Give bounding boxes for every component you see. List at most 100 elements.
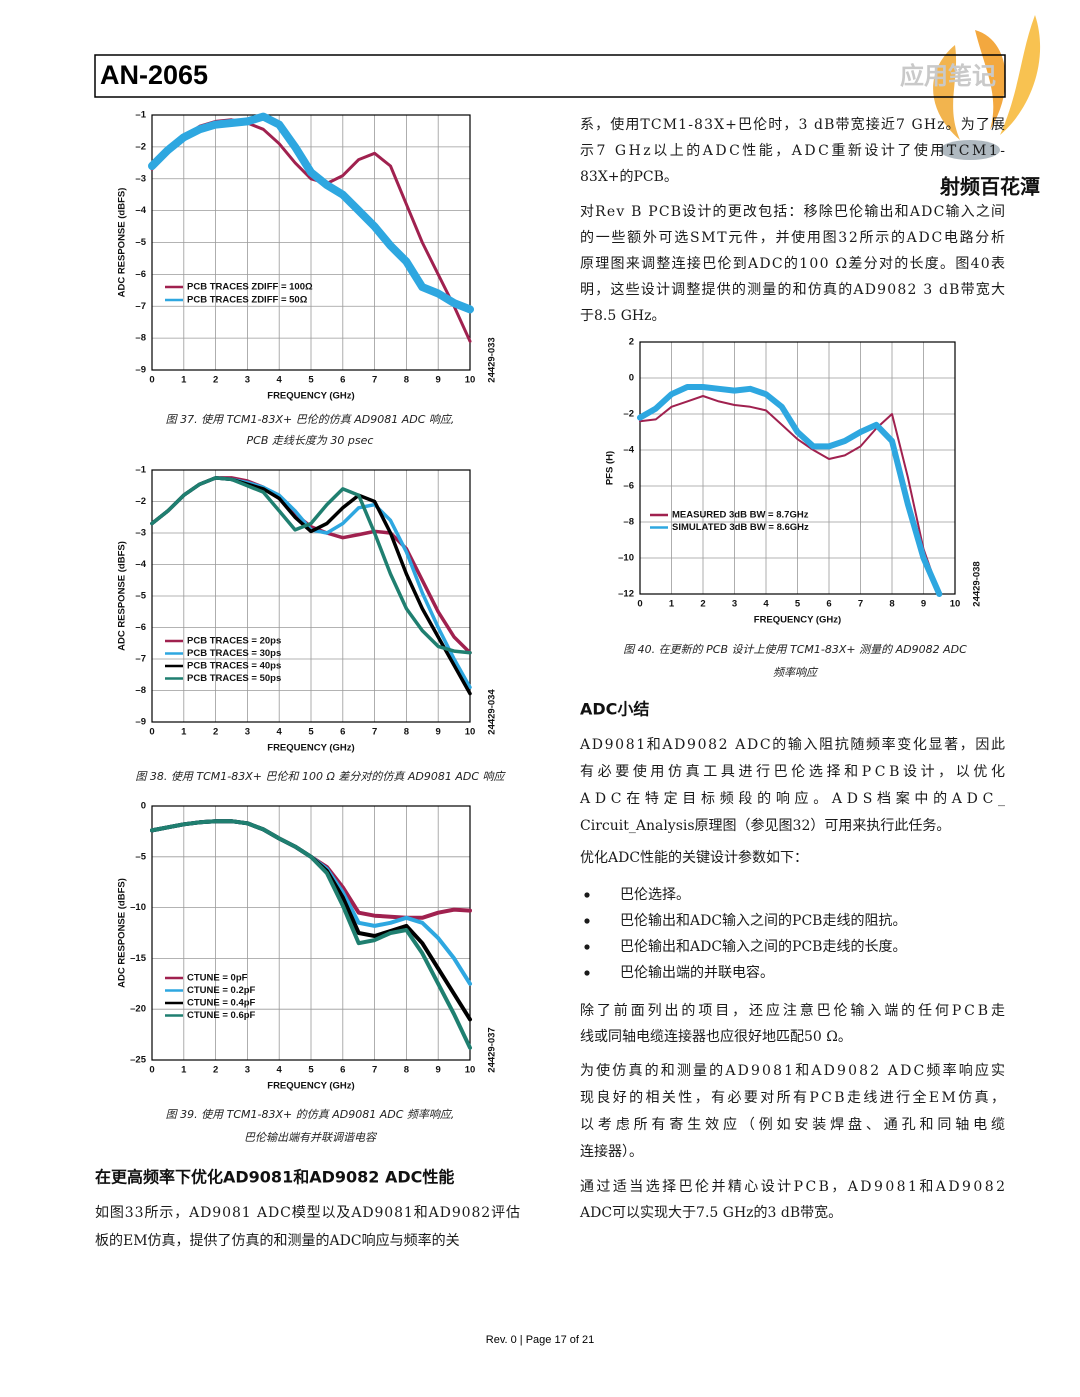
figure-code: 24429-037 xyxy=(487,1027,498,1072)
bullet-dot xyxy=(584,918,590,924)
paragraph-line: 于8.5 GHz。 xyxy=(580,308,665,324)
legend-label: PCB TRACES = 30ps xyxy=(187,648,281,659)
legend-label: SIMULATED 3dB BW = 8.6GHz xyxy=(672,522,809,533)
x-tick-label: 3 xyxy=(245,1065,250,1076)
x-tick-label: 5 xyxy=(308,1065,314,1076)
y-tick-label: –6 xyxy=(135,269,146,280)
section-heading: ADC小结 xyxy=(580,700,649,719)
bullet-dot xyxy=(584,892,590,898)
y-tick-label: –15 xyxy=(130,953,147,964)
chart: –1 –2 –3 –4 –5 –6 –7 –8 –90 1 2 3 4 5 6 7 8 9 10 FREQUENCY … xyxy=(117,110,498,447)
x-tick-label: 1 xyxy=(181,1065,187,1076)
figure-caption: 图 37. 使用 TCM1-83X+ 巴伦的仿真 AD9081 ADC 响应, xyxy=(166,413,455,426)
figure-caption: 频率响应 xyxy=(773,666,819,679)
y-tick-label: –3 xyxy=(135,528,146,539)
y-tick-label: –8 xyxy=(623,517,634,528)
paragraph-line: 板的EM仿真，提供了仿真的和测量的ADC响应与频率的关 xyxy=(95,1232,460,1249)
paragraph-line: 以考虑所有寄生效应（例如安装焊盘、通孔和同轴电缆 xyxy=(580,1116,1005,1133)
x-tick-label: 6 xyxy=(340,375,345,386)
x-tick-label: 2 xyxy=(213,375,218,386)
plot-frame xyxy=(151,469,471,723)
x-tick-label: 2 xyxy=(213,1065,218,1076)
figure-caption: 图 38. 使用 TCM1-83X+ 巴伦和 100 Ω 差分对的仿真 AD90… xyxy=(135,770,506,783)
bullet-item: 巴伦选择。 xyxy=(620,887,690,903)
figure-caption: 图 39. 使用 TCM1-83X+ 的仿真 AD9081 ADC 频率响应, xyxy=(166,1108,455,1121)
legend-label: PCB TRACES = 20ps xyxy=(187,636,281,647)
x-tick-label: 8 xyxy=(404,1065,409,1076)
paragraph-line: Circuit_Analysis原理图（参见图32）可用来执行此任务。 xyxy=(580,817,950,834)
doc-id: AN-2065 xyxy=(100,60,208,90)
x-axis-label: FREQUENCY (GHz) xyxy=(267,743,354,754)
series-line xyxy=(637,384,943,597)
x-tick-label: 7 xyxy=(372,375,377,386)
x-tick-label: 7 xyxy=(858,599,863,610)
x-tick-label: 1 xyxy=(181,727,187,738)
x-tick-label: 8 xyxy=(404,727,409,738)
y-tick-label: 0 xyxy=(141,801,146,812)
y-tick-label: –2 xyxy=(135,496,146,507)
legend-label: CTUNE = 0.6pF xyxy=(187,1010,256,1021)
legend-label: CTUNE = 0pF xyxy=(187,973,248,984)
legend-label: MEASURED 3dB BW = 8.7GHz xyxy=(672,510,809,521)
bullet-dot xyxy=(584,944,590,950)
y-tick-label: –7 xyxy=(135,654,146,665)
y-tick-label: –10 xyxy=(618,553,634,564)
x-tick-label: 6 xyxy=(340,727,345,738)
plot-frame xyxy=(151,114,471,371)
x-tick-label: 10 xyxy=(465,727,476,738)
legend-label: PCB TRACES ZDIFF = 100Ω xyxy=(187,282,313,293)
footer: Rev. 0 | Page 17 of 21 xyxy=(486,1334,594,1346)
x-tick-label: 10 xyxy=(465,375,476,386)
x-tick-label: 5 xyxy=(308,727,314,738)
y-tick-label: –9 xyxy=(135,365,146,376)
figure-caption: PCB 走线长度为 30 psec xyxy=(247,434,374,447)
y-tick-label: 2 xyxy=(629,337,634,348)
y-axis-label: ADC RESPONSE (dBFS) xyxy=(117,188,128,298)
x-tick-label: 10 xyxy=(465,1065,476,1076)
y-tick-label: –4 xyxy=(623,445,634,456)
y-tick-label: –5 xyxy=(135,237,146,248)
x-tick-label: 2 xyxy=(700,599,705,610)
section-heading: 在更高频率下优化AD9081和AD9082 ADC性能 xyxy=(95,1168,454,1187)
y-axis-label: PFS (H) xyxy=(605,451,616,485)
x-tick-label: 4 xyxy=(763,599,769,610)
y-tick-label: –3 xyxy=(135,173,146,184)
paragraph-line: 为使仿真的和测量的AD9081和AD9082 ADC频率响应实 xyxy=(580,1062,1005,1079)
y-tick-label: –2 xyxy=(135,141,146,152)
y-tick-label: –1 xyxy=(135,110,146,121)
legend-label: CTUNE = 0.2pF xyxy=(187,985,256,996)
y-tick-label: 0 xyxy=(629,373,634,384)
x-tick-label: 0 xyxy=(149,1065,154,1076)
x-tick-label: 2 xyxy=(213,727,218,738)
x-tick-label: 9 xyxy=(436,1065,441,1076)
y-tick-label: –4 xyxy=(135,205,146,216)
y-tick-label: –6 xyxy=(623,481,634,492)
figure-code: 24429-033 xyxy=(487,337,498,382)
y-tick-label: –1 xyxy=(135,465,146,476)
x-axis-label: FREQUENCY (GHz) xyxy=(267,391,354,402)
x-tick-label: 9 xyxy=(436,375,441,386)
header-box xyxy=(94,54,1006,98)
paragraph-line: 原理图来调整连接巴伦到ADC的100 Ω差分对的长度。图40表 xyxy=(580,255,1005,272)
paragraph-line: 除了前面列出的项目，还应注意巴伦输入端的任何PCB走 xyxy=(580,1002,1005,1019)
x-tick-label: 8 xyxy=(404,375,409,386)
legend-label: PCB TRACES ZDIFF = 50Ω xyxy=(187,295,308,306)
x-tick-label: 4 xyxy=(277,1065,283,1076)
watermark: 应用笔记 xyxy=(900,62,996,90)
series-line xyxy=(148,112,474,314)
figure-caption: 巴伦输出端有并联调谐电容 xyxy=(244,1131,378,1144)
x-axis-label: FREQUENCY (GHz) xyxy=(267,1081,354,1092)
y-tick-label: –7 xyxy=(135,301,146,312)
paragraph-line: 如图33所示，AD9081 ADC模型以及AD9081和AD9082评估 xyxy=(95,1205,520,1221)
paragraph-line: 的一些额外可选SMT元件，并使用图32所示的ADC电路分析 xyxy=(580,229,1005,246)
x-tick-label: 0 xyxy=(149,375,154,386)
y-tick-label: –10 xyxy=(130,902,146,913)
series-line xyxy=(639,395,941,595)
paragraph-line: 对Rev B PCB设计的更改包括：移除巴伦输出和ADC输入之间 xyxy=(580,204,1005,220)
x-tick-label: 0 xyxy=(637,599,642,610)
series-line xyxy=(150,476,472,655)
bullet-item: 巴伦输出和ADC输入之间的PCB走线的阻抗。 xyxy=(620,913,906,929)
y-axis-label: ADC RESPONSE (dBFS) xyxy=(117,878,128,988)
